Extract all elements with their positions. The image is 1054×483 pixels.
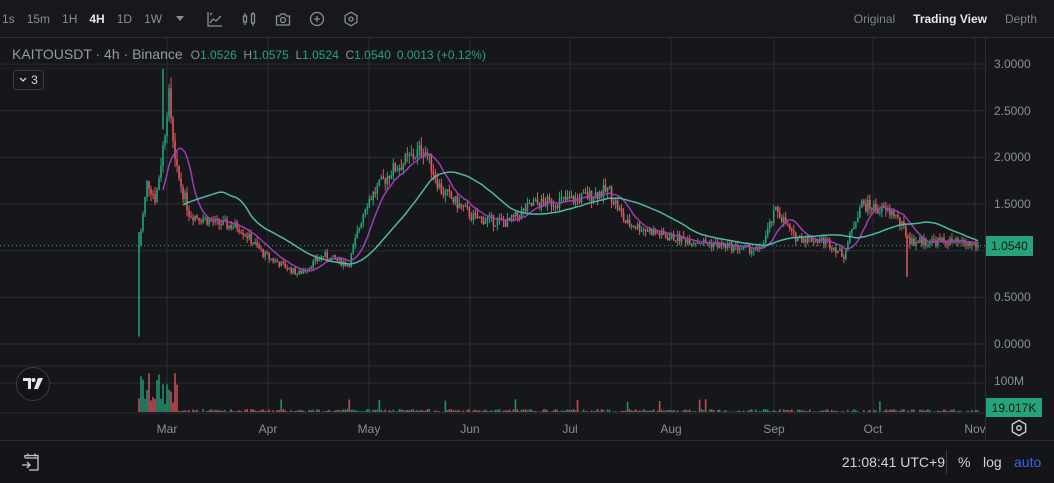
auto-scale-button[interactable]: auto — [1014, 454, 1042, 470]
chart-legend: KAITOUSDT · 4h · Binance O1.0526 H1.0575… — [12, 46, 486, 62]
symbol-title: KAITOUSDT · 4h · Binance — [12, 46, 183, 62]
chart-area[interactable]: KAITOUSDT · 4h · Binance O1.0526 H1.0575… — [0, 38, 1054, 440]
timeframe-1w[interactable]: 1W — [144, 11, 163, 26]
open-value: 1.0526 — [200, 48, 237, 62]
open-label: O — [190, 48, 201, 62]
indicator-count: 3 — [31, 73, 38, 87]
close-label: C — [345, 48, 355, 62]
current-price-tag: 1.0540 — [986, 236, 1033, 256]
time-label: May — [357, 422, 381, 436]
indicators-icon[interactable] — [206, 10, 224, 28]
tradingview-logo[interactable] — [16, 367, 50, 401]
volume-tick: 100M — [994, 374, 1025, 388]
price-chart-canvas[interactable] — [0, 38, 985, 440]
timeframe-dropdown-icon[interactable] — [176, 16, 185, 21]
time-label: Nov — [964, 422, 986, 436]
time-label: Jun — [460, 422, 480, 436]
timeframe-1d[interactable]: 1D — [116, 11, 133, 26]
footer-divider — [946, 450, 947, 474]
ohlc-values: O1.0526 H1.0575 L1.0524 C1.0540 — [191, 48, 391, 62]
price-tick: 3.0000 — [994, 57, 1031, 71]
candlestick-icon[interactable] — [240, 10, 258, 28]
settings-icon[interactable] — [342, 10, 360, 28]
price-axis[interactable]: 3.0000 2.5000 2.0000 1.5000 1.0540 0.500… — [985, 38, 1054, 440]
timeframe-group: 1s 15m 1H 4H 1D 1W — [0, 12, 198, 26]
time-label: Jul — [562, 422, 578, 436]
low-label: L — [295, 48, 303, 62]
timeframe-1s[interactable]: 1s — [2, 11, 15, 26]
log-scale-button[interactable]: log — [983, 454, 1002, 470]
tab-trading-view[interactable]: Trading View — [913, 12, 987, 26]
percent-scale-button[interactable]: % — [958, 454, 971, 470]
price-tick: 2.5000 — [994, 104, 1031, 118]
top-toolbar: 1s 15m 1H 4H 1D 1W Original Trading View… — [0, 0, 1054, 38]
high-value: 1.0575 — [252, 48, 289, 62]
current-volume-tag: 19.017K — [986, 398, 1042, 417]
chart-footer: 21:08:41 UTC+9 % log auto — [0, 440, 1054, 483]
tab-original[interactable]: Original — [853, 12, 896, 26]
timeframe-1h[interactable]: 1H — [62, 11, 78, 26]
price-tick: 0.0000 — [994, 337, 1031, 351]
tab-depth[interactable]: Depth — [1004, 12, 1037, 26]
change-value: 0.0013 (+0.12%) — [396, 48, 486, 62]
time-label: Apr — [258, 422, 278, 436]
timeframe-4h[interactable]: 4H — [89, 11, 105, 26]
low-value: 1.0524 — [302, 48, 339, 62]
timeframe-15m[interactable]: 15m — [26, 11, 51, 26]
indicators-toggle-button[interactable]: 3 — [13, 70, 44, 90]
view-tabs: Original Trading View Depth — [854, 0, 1037, 38]
go-to-date-icon[interactable] — [21, 452, 41, 472]
tradingview-logo-icon — [23, 378, 43, 389]
clock: 21:08:41 UTC+9 — [841, 454, 945, 470]
time-label: Aug — [660, 422, 682, 436]
high-label: H — [243, 48, 253, 62]
price-tick: 0.5000 — [994, 290, 1031, 304]
close-value: 1.0540 — [354, 48, 391, 62]
price-tick: 1.5000 — [994, 197, 1031, 211]
axis-settings-icon[interactable] — [1010, 419, 1028, 437]
time-label: Mar — [156, 422, 178, 436]
time-label: Sep — [763, 422, 785, 436]
price-tick: 2.0000 — [994, 150, 1031, 164]
screenshot-icon[interactable] — [274, 10, 292, 28]
time-label: Oct — [863, 422, 883, 436]
chevron-down-icon — [19, 77, 27, 82]
add-icon[interactable] — [308, 10, 326, 28]
